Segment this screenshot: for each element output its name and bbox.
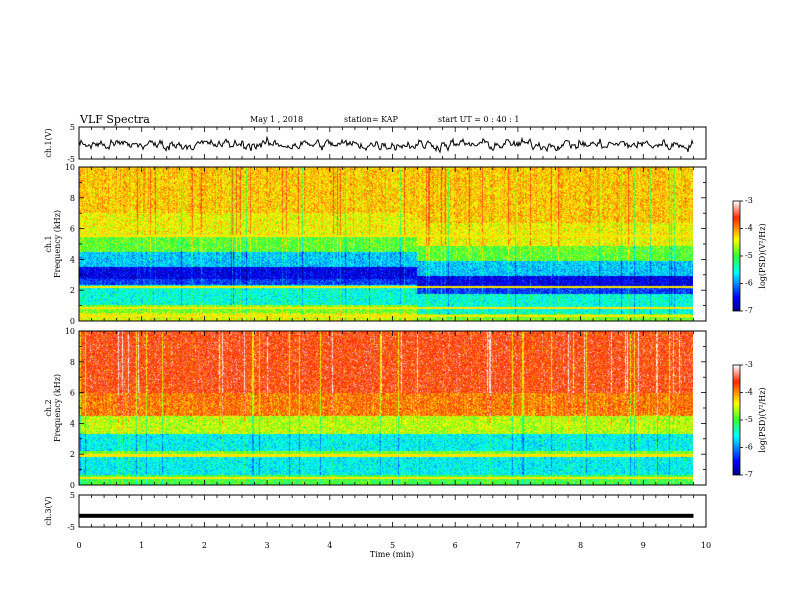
colorbar-tick-label: -4 [745, 388, 753, 397]
ch2-spectrogram-ylabel-line1: ch.2 [44, 399, 53, 416]
axis-ticks: 0 1 2 3 4 5 6 7 8 9 10024681002468105-55-5-3-4-5-6… [65, 123, 753, 550]
ch1-spectrogram-ylabel-line2: Frequency (kHz) [53, 210, 62, 278]
ch1-spectrogram [79, 167, 693, 321]
x-tick-label: 10 [701, 541, 711, 550]
y-tick-label: 6 [70, 225, 75, 234]
y-tick-label: 6 [70, 389, 75, 398]
y-tick-label: -5 [67, 523, 75, 532]
y-tick-label: 8 [70, 358, 75, 367]
colorbar-tick-label: -6 [745, 443, 753, 452]
x-axis-label: Time (min) [370, 550, 414, 559]
colorbar-tick-label: -3 [745, 360, 753, 369]
ch1-spectrogram-ylabel-line1: ch.1 [44, 235, 53, 252]
ch1-waveform-line [78, 135, 694, 154]
y-tick-label: 8 [70, 194, 75, 203]
y-tick-label: 10 [65, 163, 75, 172]
colorbar-tick-label: -5 [745, 415, 753, 424]
ch2-spectrogram [79, 331, 693, 485]
x-tick-label: 1 [139, 541, 144, 550]
y-tick-label: 2 [70, 450, 75, 459]
colorbar-tick-label: -4 [745, 224, 753, 233]
start-time-label: start UT = 0 : 40 : 1 [438, 115, 519, 124]
y-tick-label: 5 [70, 123, 75, 132]
ch3-waveform-ylabel: ch.3(V) [44, 496, 53, 525]
x-tick-label: 7 [515, 541, 520, 550]
y-tick-label: 10 [65, 327, 75, 336]
colorbar-tick-label: -7 [745, 470, 753, 479]
colorbar-tick-label: -7 [745, 306, 753, 315]
ch1-spectrogram-image-holder [79, 167, 693, 321]
x-tick-label: 2 [202, 541, 207, 550]
x-tick-label: 0 [76, 541, 81, 550]
colorbar-tick-label: -5 [745, 251, 753, 260]
colorbar-1 [733, 201, 740, 311]
x-tick-label: 4 [327, 541, 332, 550]
colorbar-tick-label: -3 [745, 196, 753, 205]
figure-title: VLF Spectra [79, 113, 150, 126]
colorbar-2 [733, 365, 740, 475]
station-label: station= KAP [344, 115, 399, 124]
y-tick-label: 4 [70, 255, 75, 264]
date-label: May 1 , 2018 [250, 115, 303, 124]
colorbar-tick-label: -6 [745, 279, 753, 288]
colorbar-2-label: log(PSD)(V²/Hz) [758, 387, 767, 452]
colorbar2-holder [733, 365, 740, 475]
x-tick-label: 3 [265, 541, 270, 550]
x-tick-label: 5 [390, 541, 395, 550]
y-tick-label: 5 [70, 491, 75, 500]
colorbar-1-label: log(PSD)(V²/Hz) [758, 223, 767, 288]
y-tick-label: 0 [70, 481, 75, 490]
x-tick-label: 6 [453, 541, 458, 550]
x-tick-label: 8 [578, 541, 583, 550]
ch2-spectrogram-ylabel-line2: Frequency (kHz) [53, 374, 62, 442]
ch3-waveform-line [79, 513, 694, 518]
ch2-spectrogram-image-holder [79, 331, 693, 485]
y-tick-label: 4 [70, 419, 75, 428]
y-tick-label: -5 [67, 155, 75, 164]
ch1-waveform-ylabel: ch.1(V) [44, 128, 53, 157]
y-tick-label: 0 [70, 317, 75, 326]
y-tick-label: 2 [70, 286, 75, 295]
x-tick-label: 9 [641, 541, 646, 550]
colorbar1-holder [733, 201, 740, 311]
